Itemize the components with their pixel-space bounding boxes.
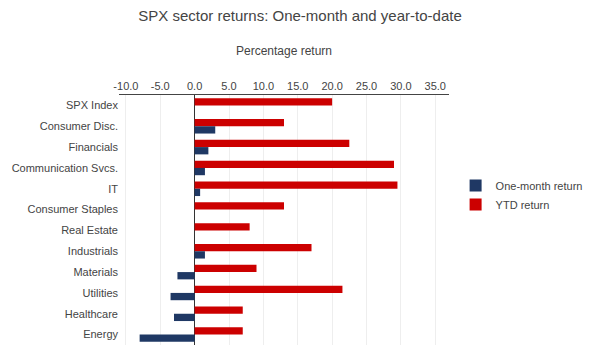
svg-text:25.0: 25.0: [356, 80, 377, 92]
svg-text:10.0: 10.0: [253, 80, 274, 92]
svg-text:Energy: Energy: [83, 328, 118, 340]
svg-text:Real Estate: Real Estate: [61, 224, 118, 236]
svg-text:Financials: Financials: [68, 141, 118, 153]
svg-text:-5.0: -5.0: [151, 80, 170, 92]
svg-text:Consumer Staples: Consumer Staples: [28, 203, 119, 215]
svg-text:35.0: 35.0: [425, 80, 446, 92]
svg-text:0.0: 0.0: [187, 80, 202, 92]
svg-text:Materials: Materials: [73, 266, 118, 278]
svg-text:Communication Svcs.: Communication Svcs.: [12, 162, 118, 174]
svg-text:YTD return: YTD return: [496, 199, 550, 211]
svg-text:5.0: 5.0: [221, 80, 236, 92]
svg-text:15.0: 15.0: [287, 80, 308, 92]
svg-text:20.0: 20.0: [321, 80, 342, 92]
svg-text:IT: IT: [108, 183, 118, 195]
svg-text:SPX sector returns: One-month: SPX sector returns: One-month and year-t…: [138, 7, 462, 24]
svg-text:Utilities: Utilities: [83, 287, 119, 299]
svg-text:Industrials: Industrials: [68, 245, 119, 257]
svg-text:Consumer Disc.: Consumer Disc.: [40, 120, 118, 132]
svg-text:Healthcare: Healthcare: [65, 308, 118, 320]
svg-text:One-month return: One-month return: [496, 180, 583, 192]
svg-text:SPX Index: SPX Index: [66, 99, 118, 111]
svg-text:Percentage return: Percentage return: [236, 44, 332, 58]
svg-text:30.0: 30.0: [390, 80, 411, 92]
svg-text:-10.0: -10.0: [113, 80, 138, 92]
